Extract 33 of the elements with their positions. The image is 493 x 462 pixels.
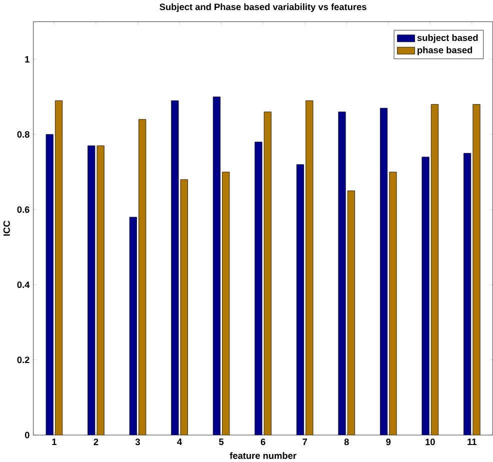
x-tick-label: 1	[52, 438, 56, 445]
x-axis-title: feature number	[230, 452, 296, 459]
bar	[389, 172, 397, 435]
bar	[222, 172, 230, 435]
y-tick-label: 0.6	[17, 206, 30, 213]
x-tick-label: 11	[468, 438, 477, 445]
bar	[306, 100, 314, 435]
bar	[96, 145, 104, 435]
x-tick-label: 6	[260, 438, 266, 445]
x-tick-label: 3	[135, 438, 140, 445]
bar	[264, 112, 272, 435]
y-axis-title: ICC	[3, 220, 10, 236]
x-tick-label: 10	[426, 438, 435, 445]
bar	[430, 104, 439, 435]
bar	[347, 190, 355, 435]
y-tick-label: 0	[24, 432, 30, 438]
bar	[55, 100, 63, 435]
legend-label: phase based	[418, 46, 472, 55]
bar	[180, 179, 188, 435]
x-tick-label: 5	[219, 438, 224, 445]
x-tick-label: 9	[386, 438, 391, 445]
y-tick-label: 0.8	[17, 131, 30, 138]
x-tick-label: 7	[302, 438, 307, 445]
legend-label: subject based	[417, 34, 478, 43]
bar	[138, 119, 146, 435]
y-tick-label: 0.2	[17, 356, 30, 363]
y-tick-label: 1	[25, 56, 30, 62]
x-tick-label: 4	[177, 438, 182, 445]
bar	[472, 104, 480, 435]
x-tick-label: 8	[344, 438, 349, 445]
chart-title: Subject and Phase based variability vs features	[160, 3, 366, 12]
x-tick-label: 2	[94, 438, 98, 445]
y-tick-label: 0.4	[17, 281, 30, 288]
